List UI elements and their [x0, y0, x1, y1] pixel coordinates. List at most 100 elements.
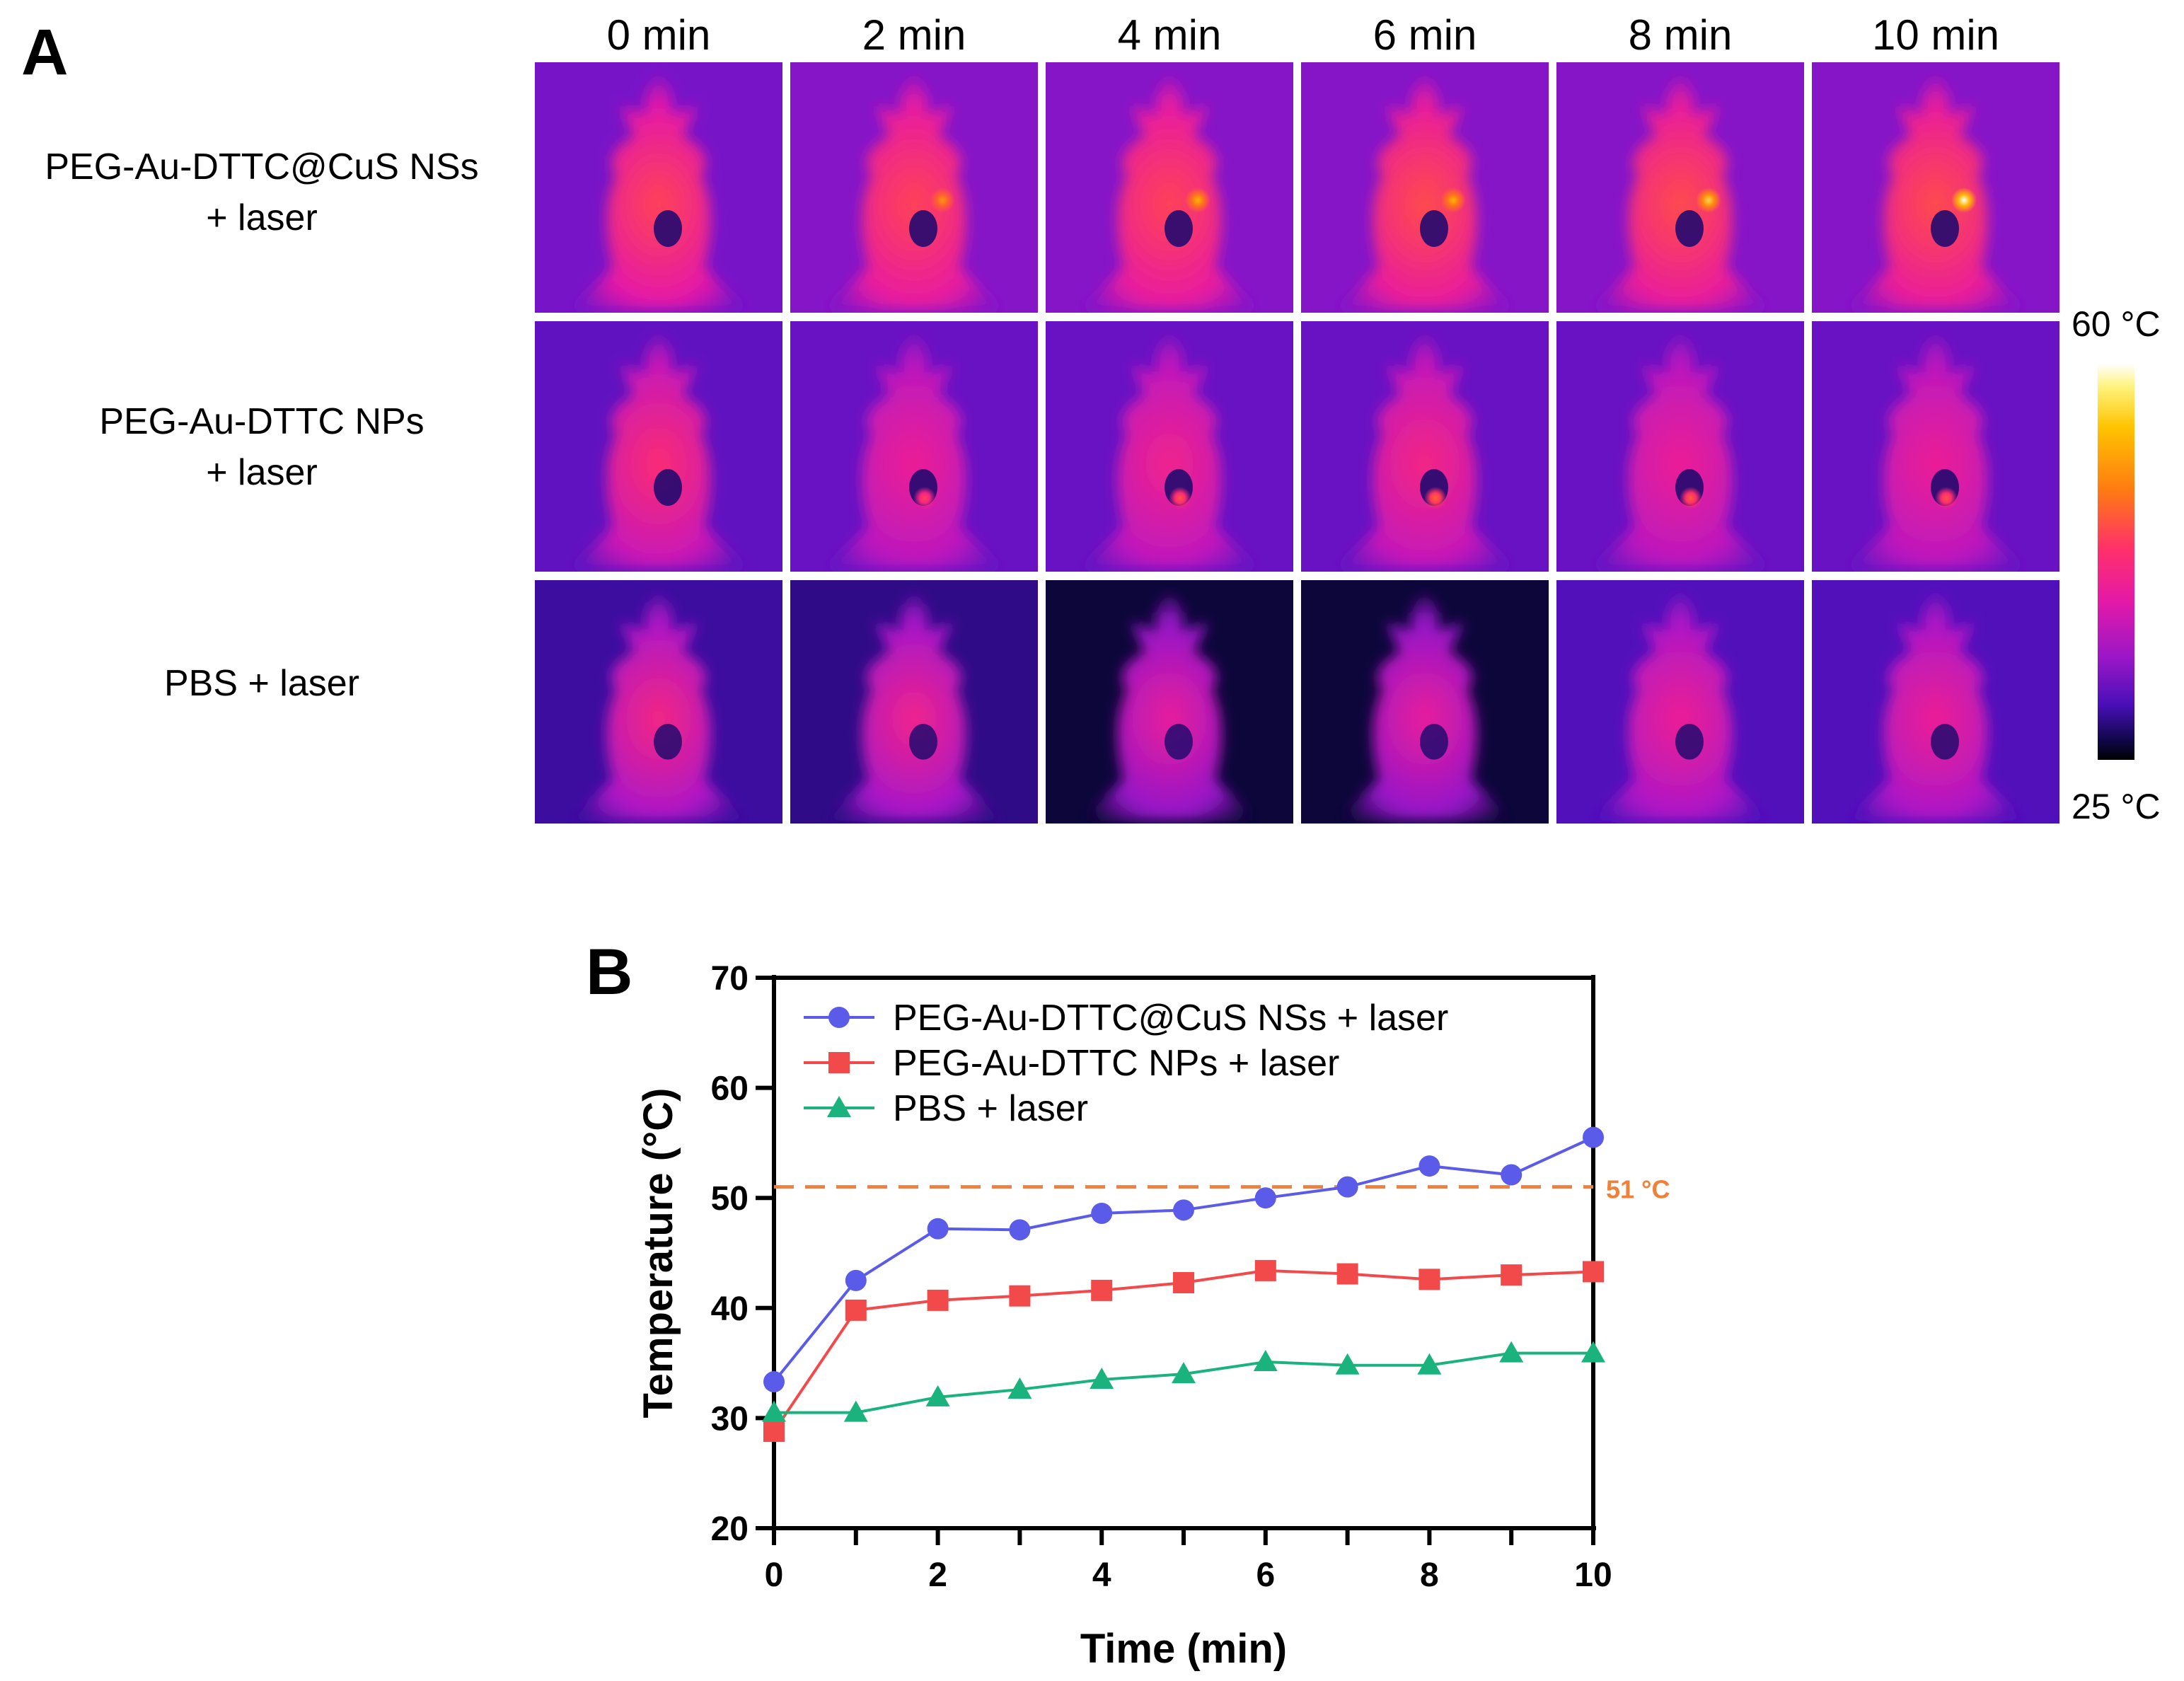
tumor-shadow: [909, 724, 937, 760]
tumor-shadow: [654, 469, 682, 506]
tumor-hotspot: [1935, 487, 1958, 509]
time-label: 8 min: [1628, 11, 1733, 59]
data-point-series-1: [1501, 1264, 1523, 1286]
tumor-hotspot: [1169, 487, 1191, 509]
data-point-series-1: [1583, 1261, 1604, 1283]
thermal-image-nss-1: [790, 62, 1038, 313]
tumor-hotspot: [913, 487, 936, 509]
tumor-shadow: [1420, 724, 1448, 760]
data-point-series-0: [763, 1371, 785, 1393]
data-point-series-0: [1009, 1219, 1031, 1241]
data-point-series-0: [1091, 1202, 1113, 1224]
y-tick-label: 70: [711, 960, 749, 998]
tumor-shadow: [1420, 210, 1448, 247]
tumor-hotspot: [1424, 487, 1447, 509]
data-point-series-2: [1581, 1341, 1605, 1363]
x-tick-label: 2: [928, 1556, 947, 1594]
data-point-series-1: [1336, 1263, 1358, 1285]
data-point-series-1: [1419, 1269, 1440, 1290]
data-point-series-2: [1253, 1350, 1278, 1372]
mouse-silhouette: [1336, 594, 1513, 821]
row-label-line: + laser: [206, 197, 318, 238]
mouse-silhouette: [570, 335, 747, 569]
tumor-hotspot: [1696, 187, 1721, 213]
thermal-image-pbs-3: [1301, 580, 1549, 824]
data-point-series-0: [927, 1218, 949, 1240]
legend-label: PEG-Au-DTTC NPs + laser: [893, 1043, 1339, 1084]
data-point-series-1: [1009, 1285, 1031, 1307]
tumor-shadow: [1165, 724, 1193, 760]
thermal-image-nss-3: [1301, 62, 1549, 313]
tumor-shadow: [1165, 210, 1193, 247]
y-tick-label: 20: [711, 1510, 749, 1548]
mouse-silhouette: [1592, 335, 1769, 569]
row-label-nps: PEG-Au-DTTC NPs + laser: [7, 396, 516, 498]
x-tick-label: 6: [1256, 1556, 1275, 1594]
mouse-silhouette: [1081, 335, 1258, 569]
data-point-series-2: [1172, 1362, 1196, 1384]
data-point-series-2: [1090, 1367, 1114, 1389]
row-label-pbs: PBS + laser: [7, 658, 516, 709]
data-point-series-0: [1419, 1155, 1440, 1177]
thermal-image-nps-3: [1301, 321, 1549, 572]
time-label: 4 min: [1117, 11, 1222, 59]
legend-marker: [827, 1096, 851, 1117]
panel-a-letter: A: [21, 16, 69, 88]
thermal-image-nps-5: [1812, 321, 2059, 572]
data-point-series-0: [845, 1269, 867, 1291]
mouse-silhouette: [826, 76, 1003, 310]
tumor-shadow: [1675, 724, 1704, 760]
data-point-series-1: [927, 1289, 949, 1311]
thermal-image-nss-0: [535, 62, 782, 313]
x-tick-label: 8: [1420, 1556, 1439, 1594]
mouse-silhouette: [570, 76, 747, 310]
series-line-1: [773, 1269, 1594, 1433]
tumor-shadow: [654, 724, 682, 760]
data-point-series-0: [1583, 1126, 1604, 1148]
x-tick-label: 0: [765, 1556, 784, 1594]
thermal-image-nps-2: [1046, 321, 1293, 572]
y-tick-label: 40: [711, 1290, 749, 1328]
data-point-series-2: [1007, 1377, 1032, 1399]
legend-marker: [828, 1052, 850, 1073]
mouse-silhouette: [1336, 76, 1513, 310]
legend-label: PEG-Au-DTTC@CuS NSs + laser: [893, 998, 1448, 1039]
thermal-image-nss-2: [1046, 62, 1293, 313]
tumor-shadow: [1931, 724, 1959, 760]
legend-marker: [828, 1007, 850, 1028]
mouse-silhouette: [826, 594, 1003, 821]
colorbar: [2098, 364, 2134, 760]
data-point-series-2: [925, 1385, 950, 1406]
tumor-hotspot: [930, 187, 955, 213]
y-tick-label: 60: [711, 1070, 749, 1108]
data-point-series-2: [1335, 1353, 1360, 1375]
thermal-image-nss-4: [1556, 62, 1804, 313]
data-point-series-0: [1254, 1187, 1276, 1209]
y-tick-label: 50: [711, 1180, 749, 1218]
thermal-image-pbs-0: [535, 580, 782, 824]
mouse-silhouette: [1847, 594, 2024, 821]
row-label-nss: PEG-Au-DTTC@CuS NSs + laser: [7, 141, 516, 243]
tumor-hotspot: [1951, 187, 1977, 213]
thermal-image-nps-4: [1556, 321, 1804, 572]
colorbar-max-label: 60 °C: [2072, 304, 2161, 344]
data-point-series-0: [1501, 1164, 1523, 1186]
tumor-hotspot: [1440, 187, 1466, 213]
tumor-shadow: [909, 210, 937, 247]
thermal-image-pbs-2: [1046, 580, 1293, 824]
thermal-image-pbs-1: [790, 580, 1038, 824]
tumor-shadow: [1931, 210, 1959, 247]
data-point-series-2: [762, 1400, 786, 1422]
row-label-line: PEG-Au-DTTC@CuS NSs: [45, 146, 479, 187]
data-point-series-0: [1173, 1199, 1194, 1221]
data-point-series-1: [1091, 1279, 1113, 1301]
tumor-hotspot: [1680, 487, 1702, 509]
row-label-line: PEG-Au-DTTC NPs: [99, 401, 424, 442]
mouse-silhouette: [1336, 335, 1513, 569]
panel-b-letter: B: [586, 936, 633, 1008]
mouse-silhouette: [1847, 335, 2024, 569]
data-point-series-2: [1417, 1353, 1442, 1375]
thermal-image-pbs-4: [1556, 580, 1804, 824]
thermal-image-nps-1: [790, 321, 1038, 572]
